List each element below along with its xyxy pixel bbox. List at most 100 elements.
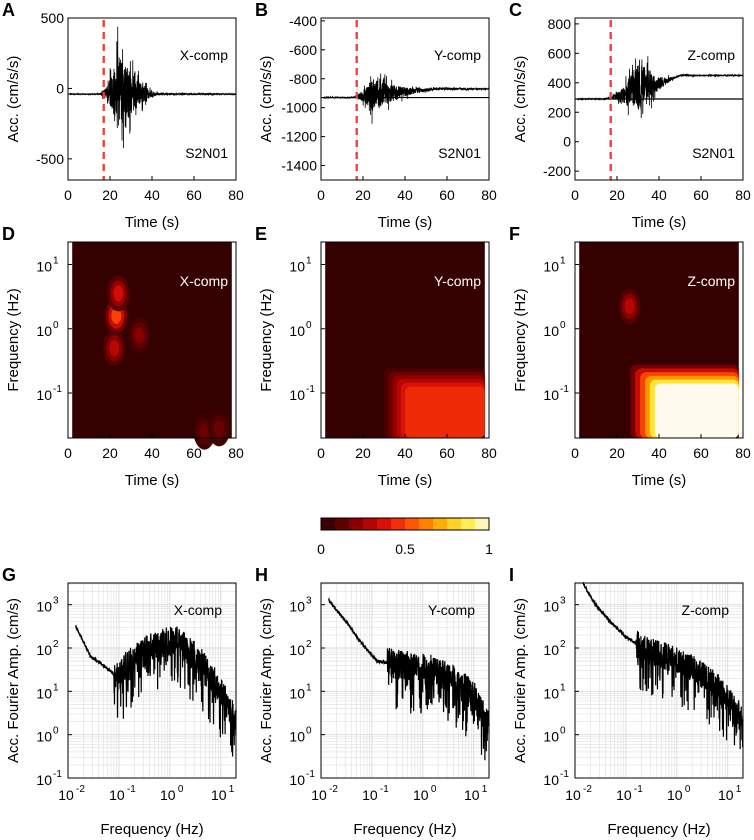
y-tick-label: 800: [548, 16, 572, 32]
plot-frame: [67, 582, 237, 779]
y-axis-label: Acc. (cm/s/s): [258, 56, 275, 143]
x-tick-label-base: 10: [616, 787, 632, 803]
x-tick-label-base: 10: [311, 787, 327, 803]
acceleration-trace: [577, 56, 744, 119]
x-tick-label: 40: [144, 187, 160, 203]
component-annotation: Y-comp: [434, 47, 481, 63]
x-axis-label: Frequency (Hz): [353, 821, 456, 838]
y-tick-label-exponent: 0: [560, 726, 566, 737]
y-tick-label-exponent: 2: [560, 639, 566, 650]
y-axis-label: Acc. (cm/s/s): [5, 56, 22, 143]
y-tick-label-base: 10: [36, 772, 52, 788]
fourier-spectrum-chart-I: I10 -2 10 -1 10 0 10 110 -110 010 110 210 3Z-compAcc…: [509, 565, 744, 838]
component-annotation: X-comp: [180, 47, 228, 63]
x-tick-label: 0: [64, 445, 72, 461]
y-tick-label: 0: [56, 80, 64, 96]
colorbar-swatch: [349, 518, 364, 530]
x-tick-label-base: 10: [58, 787, 74, 803]
x-tick-label: 60: [439, 187, 455, 203]
station-annotation: S2N01: [692, 145, 735, 161]
colorbar-swatch: [405, 518, 420, 530]
x-tick-label: 60: [693, 187, 709, 203]
fourier-spectrum-chart-H: H10 -2 10 -1 10 0 10 110 -110 010 110 210 3Y-compAcc…: [255, 565, 490, 838]
y-tick-label: -600: [289, 42, 317, 58]
x-tick-label-base: 10: [362, 787, 378, 803]
y-axis-label: Frequency (Hz): [5, 288, 22, 391]
y-tick-label-base: 10: [543, 323, 559, 339]
colorbar-swatch: [377, 518, 392, 530]
x-tick-label: 60: [186, 445, 202, 461]
y-axis-label: Acc. Fourier Amp. (cm/s): [512, 598, 529, 763]
y-axis-label: Acc. Fourier Amp. (cm/s): [5, 598, 22, 763]
y-tick-label-base: 10: [36, 323, 52, 339]
colorbar-swatch: [433, 518, 448, 530]
y-tick-label-base: 10: [543, 258, 559, 274]
x-tick-label-exponent: -2: [583, 784, 592, 795]
panel-label: A: [2, 0, 15, 20]
y-tick-label-base: 10: [36, 685, 52, 701]
y-tick-label-exponent: 3: [560, 596, 566, 607]
y-tick-label-exponent: 0: [560, 320, 566, 331]
y-tick-label-base: 10: [289, 642, 305, 658]
x-tick-label: 20: [609, 187, 625, 203]
x-tick-label-base: 10: [413, 787, 429, 803]
y-axis-label: Frequency (Hz): [512, 288, 529, 391]
y-tick-label-base: 10: [36, 729, 52, 745]
panel-label: H: [255, 565, 268, 585]
x-tick-label-base: 10: [109, 787, 125, 803]
acceleration-trace: [69, 26, 237, 149]
x-axis-label: Time (s): [632, 472, 686, 489]
acceleration-trace: [322, 73, 490, 124]
y-tick-label-exponent: -1: [306, 384, 315, 395]
x-axis-label: Time (s): [378, 472, 432, 489]
y-tick-label: 600: [548, 45, 572, 61]
y-tick-label-base: 10: [289, 729, 305, 745]
x-tick-label-exponent: 0: [178, 784, 184, 795]
x-tick-label-exponent: 1: [229, 784, 235, 795]
heatmap-contour-band: [405, 386, 485, 438]
y-tick-label: 200: [548, 104, 572, 120]
x-tick-label-exponent: -2: [76, 784, 85, 795]
x-tick-label: 40: [651, 445, 667, 461]
x-tick-label-base: 10: [667, 787, 683, 803]
colorbar-swatch: [447, 518, 462, 530]
x-tick-label: 20: [609, 445, 625, 461]
x-tick-label-exponent: 1: [736, 784, 742, 795]
colorbar-tick-label: 1: [485, 541, 493, 557]
heatmap-energy-blob: [624, 298, 635, 315]
x-tick-label-base: 10: [160, 787, 176, 803]
time-series-chart-B: B 0 20 40 60 80 -1400 -1200 -1000 -800 -600 -400 Y-c…: [255, 0, 497, 231]
x-tick-label: 80: [481, 445, 497, 461]
colorbar-frame: [320, 517, 490, 531]
station-annotation: S2N01: [438, 145, 481, 161]
fourier-spectrum-chart-G: G10 -2 10 -1 10 0 10 110 -110 010 110 210 3X-compAcc…: [2, 565, 237, 838]
y-tick-label-exponent: 1: [306, 682, 312, 693]
y-tick-label-base: 10: [36, 387, 52, 403]
y-tick-label-base: 10: [289, 323, 305, 339]
panel-label: E: [255, 224, 267, 244]
y-tick-label-exponent: 0: [53, 726, 59, 737]
x-tick-label: 40: [651, 187, 667, 203]
y-tick-label-exponent: 1: [306, 255, 312, 266]
heatmap-energy-blob: [109, 340, 120, 357]
y-tick-label-base: 10: [36, 642, 52, 658]
y-tick-label-exponent: 0: [53, 320, 59, 331]
y-tick-label-base: 10: [289, 772, 305, 788]
y-tick-label-exponent: -1: [53, 769, 62, 780]
colorbar-swatch: [363, 518, 378, 530]
y-tick-label-base: 10: [543, 685, 559, 701]
x-tick-label-base: 10: [718, 787, 734, 803]
x-tick-label: 80: [228, 187, 244, 203]
y-tick-label-base: 10: [543, 599, 559, 615]
x-tick-label: 40: [144, 445, 160, 461]
colorbar-swatch: [321, 518, 336, 530]
component-annotation: Y-comp: [434, 273, 481, 289]
x-tick-label: 0: [317, 445, 325, 461]
component-annotation: X-comp: [174, 602, 222, 618]
x-tick-label: 60: [439, 445, 455, 461]
x-tick-label: 60: [693, 445, 709, 461]
x-tick-label: 60: [186, 187, 202, 203]
component-annotation: Z-comp: [682, 602, 730, 618]
